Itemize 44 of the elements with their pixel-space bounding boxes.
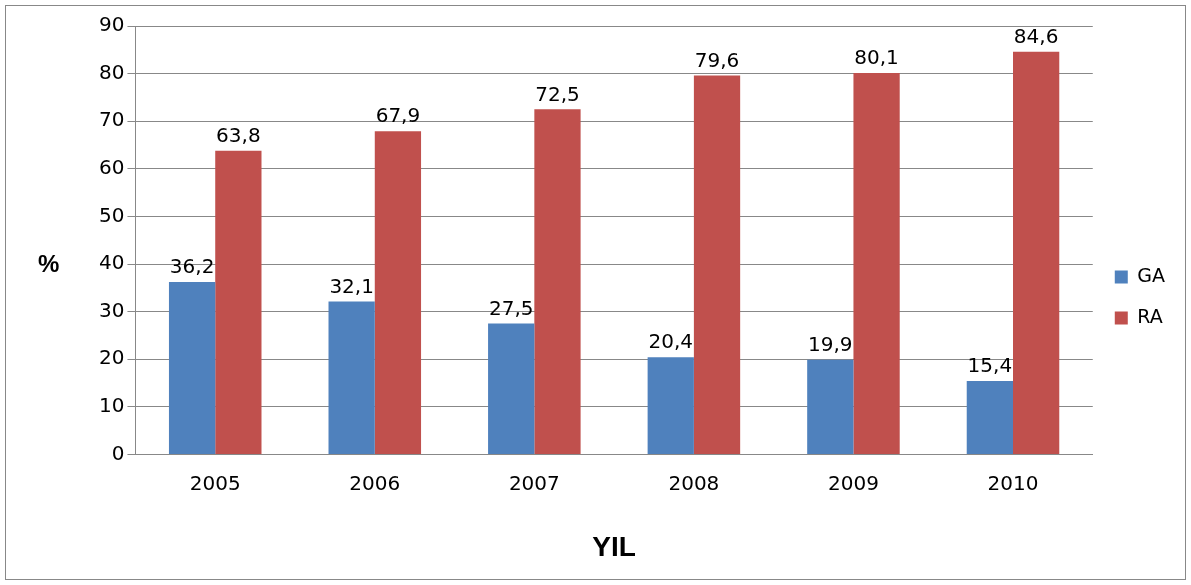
data-label: 19,9 — [808, 331, 853, 356]
bar — [168, 282, 216, 454]
bar — [807, 359, 854, 454]
y-tick-label: 10 — [99, 393, 125, 417]
y-tick-label: 40 — [99, 250, 125, 275]
y-tick-label: 50 — [99, 202, 125, 227]
data-label: 63,8 — [216, 122, 261, 147]
bar — [328, 301, 375, 454]
bar — [966, 381, 1013, 454]
bar — [488, 323, 535, 454]
y-tick-label: 90 — [99, 12, 125, 37]
y-axis-title: % — [38, 250, 60, 278]
data-label: 15,4 — [967, 353, 1013, 378]
x-tick-label: 2005 — [189, 470, 241, 495]
data-label: 84,6 — [1013, 23, 1059, 48]
bar — [693, 75, 741, 454]
y-tick-label: 20 — [99, 345, 125, 370]
data-label: 67,9 — [375, 103, 421, 128]
bar — [853, 73, 900, 454]
bar — [1013, 51, 1060, 454]
data-label: 20,4 — [648, 329, 694, 354]
bar — [215, 150, 262, 454]
x-tick-label: 2008 — [668, 470, 720, 495]
data-label: 79,6 — [694, 47, 740, 72]
y-tick-label: 80 — [99, 59, 125, 84]
x-tick-label: 2006 — [349, 470, 401, 495]
y-tick-label: 60 — [99, 155, 125, 179]
x-tick-label: 2009 — [827, 470, 879, 495]
x-tick-label: 2007 — [508, 470, 560, 495]
y-tick-label: 0 — [111, 440, 125, 465]
x-tick-label: 2010 — [987, 470, 1039, 495]
data-label: 32,1 — [329, 273, 374, 298]
x-axis-title: YIL — [592, 530, 636, 562]
bar — [374, 131, 422, 454]
data-label: 27,5 — [488, 295, 534, 320]
data-label: 80,1 — [854, 45, 899, 70]
data-label: 36,2 — [169, 254, 215, 279]
y-tick-label: 30 — [99, 297, 125, 322]
legend-label: GA — [1137, 263, 1166, 286]
bar — [647, 357, 694, 454]
data-label: 72,5 — [535, 81, 580, 106]
legend-label: RA — [1137, 304, 1163, 327]
bar — [534, 109, 581, 454]
y-tick-label: 70 — [99, 107, 125, 132]
